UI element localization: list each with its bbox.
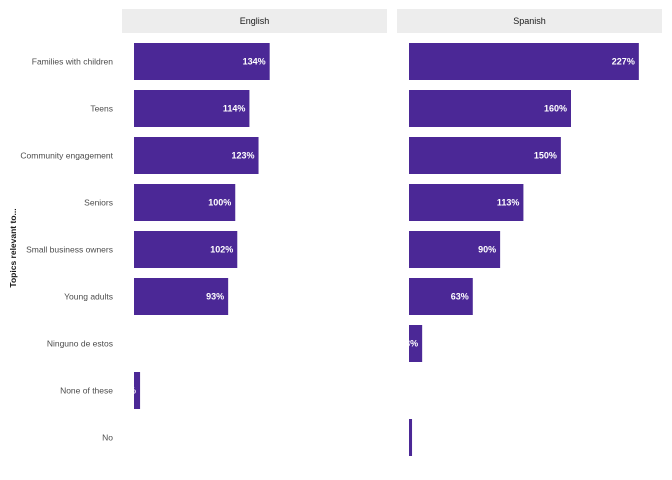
bar-value-label: 150%: [534, 151, 557, 161]
category-label: Small business owners: [26, 245, 113, 255]
bar: [409, 231, 501, 268]
category-labels: Families with children Teens Community eng…: [20, 57, 113, 443]
bar-value-label: 160%: [544, 104, 567, 114]
bar: [409, 137, 561, 174]
category-label: Teens: [90, 104, 113, 114]
y-axis-title: Topics relevant to...: [8, 208, 18, 287]
bar-value-label: 123%: [232, 151, 255, 161]
bar-value-label: 227%: [612, 57, 635, 67]
bar-value-label: 113%: [497, 198, 520, 208]
category-label: Families with children: [32, 57, 114, 67]
category-label: Young adults: [64, 292, 113, 302]
bar-value-label: 3%: [395, 433, 408, 443]
bar: [134, 184, 236, 221]
category-label: Community engagement: [20, 151, 113, 161]
facet-strip: [122, 9, 387, 33]
bar-value-label: 114%: [223, 104, 246, 114]
bar-value-label: 102%: [210, 245, 233, 255]
bar-value-label: 63%: [451, 292, 469, 302]
category-label: Seniors: [84, 198, 113, 208]
bar: [134, 278, 229, 315]
facet-strip-label: English: [240, 16, 270, 26]
category-label: Ninguno de estos: [47, 339, 113, 349]
facet-panels: English 134% 114% 123% 100% 102% 93% 6% Spanish 2…: [122, 9, 662, 456]
bar: [409, 43, 639, 80]
bar-value-label: 100%: [208, 198, 231, 208]
bar-value-label: 93%: [206, 292, 224, 302]
panel-spanish: Spanish 227% 160% 150% 113% 90% 63% 13% 3%: [395, 9, 662, 456]
bar: [134, 231, 238, 268]
bar-value-label: 13%: [400, 339, 418, 349]
bar: [134, 372, 141, 409]
bar: [409, 90, 571, 127]
bar-value-label: 134%: [243, 57, 266, 67]
category-label: No: [102, 433, 113, 443]
bar-value-label: 90%: [478, 245, 496, 255]
bar: [134, 137, 259, 174]
bar: [409, 278, 473, 315]
bar: [409, 184, 524, 221]
bar: [134, 90, 250, 127]
panel-english: English 134% 114% 123% 100% 102% 93% 6%: [122, 9, 387, 409]
category-label: None of these: [60, 386, 113, 396]
facet-strip-label: Spanish: [513, 16, 546, 26]
bar: [409, 419, 413, 456]
bar-value-label: 6%: [123, 386, 136, 396]
facet-strip: [397, 9, 662, 33]
bar: [134, 43, 270, 80]
bar: [409, 325, 423, 362]
